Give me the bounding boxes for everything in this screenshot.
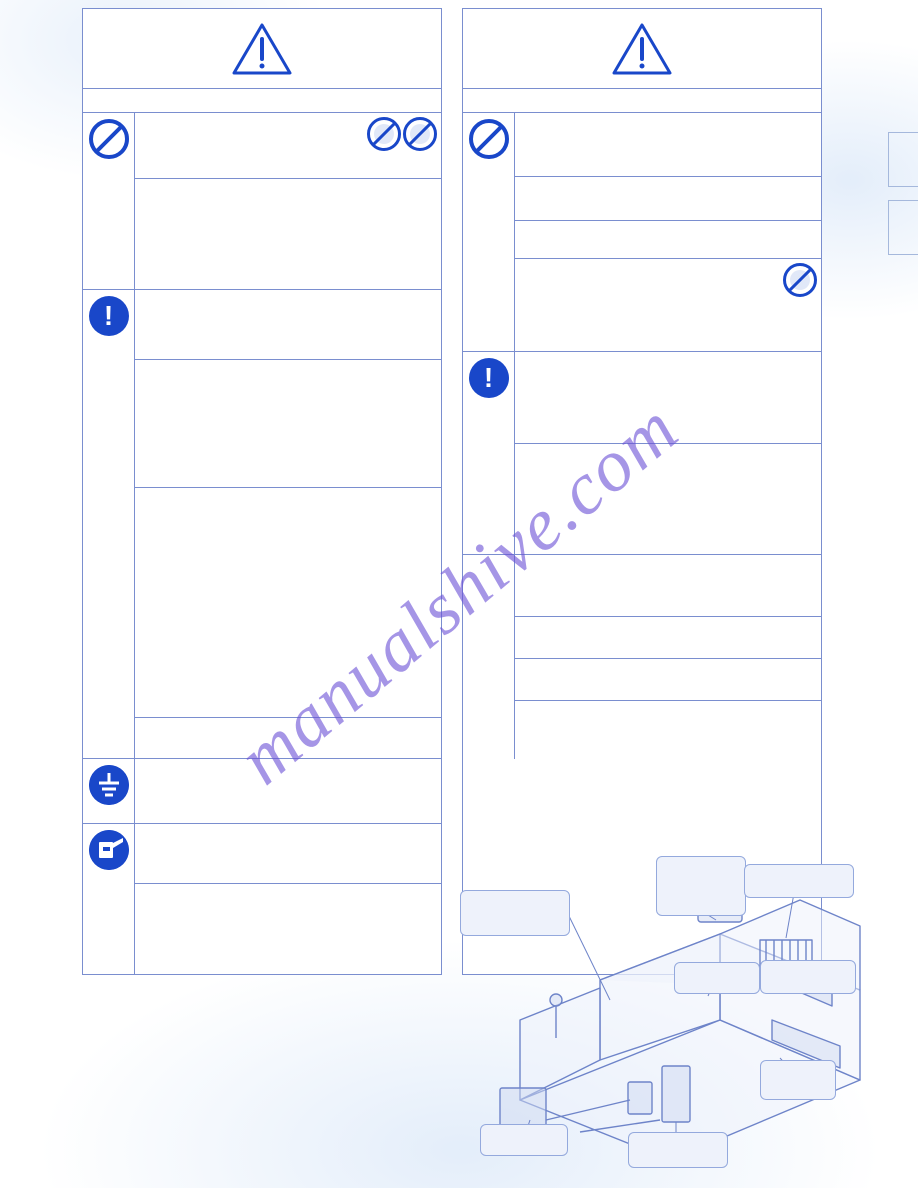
badge-icon [367, 117, 401, 151]
row-prohibit-left [83, 113, 441, 290]
cell [135, 488, 441, 718]
icon-col: ! [463, 352, 515, 554]
cell [135, 884, 441, 974]
row-mandatory-left: ! [83, 290, 441, 759]
row-plain-right [463, 555, 821, 759]
callout [674, 962, 760, 994]
badge-icon [403, 117, 437, 151]
icon-col: ! [83, 290, 135, 758]
panel-header-left [83, 9, 441, 89]
cell [135, 824, 441, 884]
warning-panel-right: ! [462, 8, 822, 975]
icon-col [463, 113, 515, 351]
callout [760, 960, 856, 994]
cell [135, 113, 441, 179]
cell [515, 701, 821, 759]
row-mandatory-right: ! [463, 352, 821, 555]
badge-icon [783, 263, 817, 297]
row-ground-left [83, 759, 441, 824]
callout [480, 1124, 568, 1156]
cell [515, 659, 821, 701]
callout [628, 1132, 728, 1168]
cell [135, 759, 441, 823]
row-breaker-left [83, 824, 441, 974]
prohibit-icon [469, 119, 509, 159]
cell [515, 617, 821, 659]
ground-icon [89, 765, 129, 805]
side-tab-1 [888, 132, 918, 187]
icon-col [463, 555, 515, 759]
warning-panel-left: ! [82, 8, 442, 975]
cell [515, 177, 821, 221]
cell [515, 444, 821, 554]
cell [515, 555, 821, 617]
cell [135, 290, 441, 360]
panel-subheader-right [463, 89, 821, 113]
icon-col [83, 824, 135, 974]
system-diagram [460, 870, 880, 1170]
cell [515, 259, 821, 351]
cell [135, 179, 441, 289]
cell [515, 221, 821, 259]
warning-triangle-icon [612, 23, 672, 75]
cell [515, 113, 821, 177]
mandatory-icon: ! [469, 358, 509, 398]
mandatory-icon: ! [89, 296, 129, 336]
row-prohibit-right [463, 113, 821, 352]
cell [515, 352, 821, 444]
icon-col [83, 113, 135, 289]
callout [656, 856, 746, 916]
cell [135, 718, 441, 758]
callout [744, 864, 854, 898]
side-tab-2 [888, 200, 918, 255]
content-columns: ! [82, 8, 822, 975]
callout [460, 890, 570, 936]
icon-col [83, 759, 135, 823]
panel-subheader-left [83, 89, 441, 113]
cell [135, 360, 441, 488]
warning-triangle-icon [232, 23, 292, 75]
breaker-icon [89, 830, 129, 870]
callout [760, 1060, 836, 1100]
panel-header-right [463, 9, 821, 89]
prohibit-icon [89, 119, 129, 159]
